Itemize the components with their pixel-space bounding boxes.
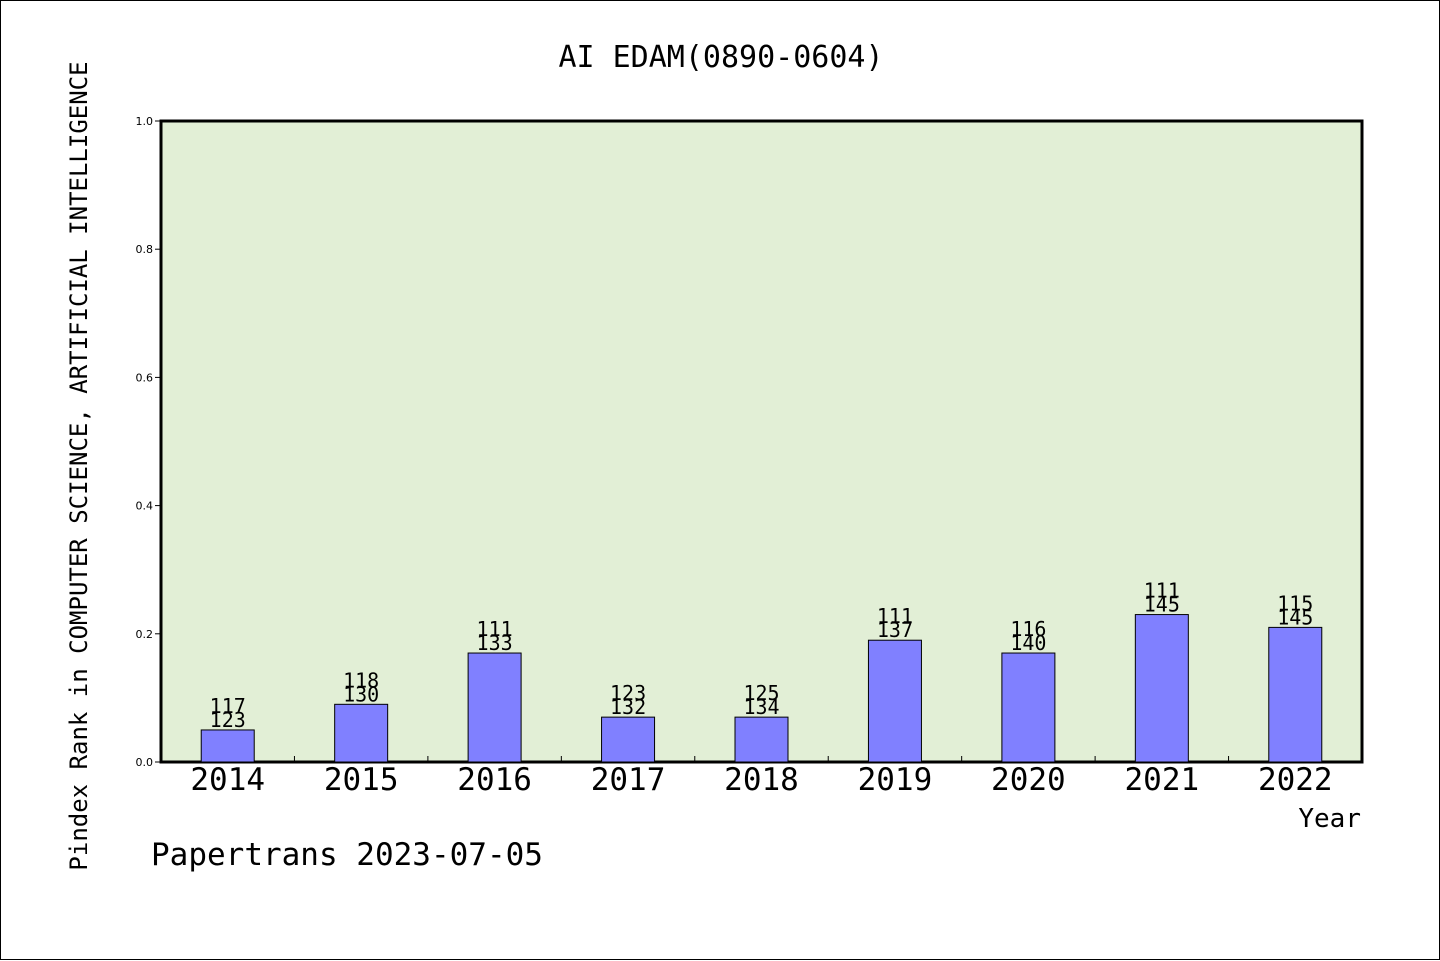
bar (200, 729, 255, 763)
x-tick-label: 2021 (1125, 762, 1200, 798)
bar-label-top: 118 (343, 668, 379, 692)
bar-label-bottom: 145 (1144, 593, 1180, 617)
bar-label-top: 115 (1277, 591, 1313, 615)
x-tick-label: 2022 (1258, 762, 1333, 798)
bar (334, 703, 389, 763)
bar (734, 716, 789, 763)
footer-credit: Papertrans 2023-07-05 (151, 837, 543, 873)
bar (1134, 614, 1189, 763)
bar-label-top: 111 (877, 604, 913, 628)
bar-label-bottom: 133 (477, 631, 513, 655)
bar-label-top: 111 (477, 617, 513, 641)
x-axis: 2014 2015 2016 2017 2018 2019 2020 2021 2022 (190, 756, 1333, 798)
bar-label-top: 123 (610, 681, 646, 705)
x-tick-label: 2020 (991, 762, 1066, 798)
bar-label-bottom: 137 (877, 618, 913, 642)
y-axis-label: Pindex Rank in COMPUTER SCIENCE, ARTIFIC… (65, 61, 93, 870)
x-tick-label: 2018 (724, 762, 799, 798)
bar-label-top: 117 (210, 694, 246, 718)
bar (467, 652, 522, 763)
bar-label-bottom: 134 (743, 695, 779, 719)
y-tick-label: 1.0 (136, 115, 154, 128)
bar (601, 716, 656, 763)
bar-label-bottom: 132 (610, 695, 646, 719)
bar-label-top: 125 (743, 681, 779, 705)
y-tick-label: 0.2 (136, 628, 154, 641)
bar-label-top: 111 (1144, 579, 1180, 603)
x-tick-label: 2019 (858, 762, 933, 798)
bar (1268, 626, 1323, 763)
y-tick-label: 0.4 (136, 500, 154, 513)
bar (867, 639, 922, 763)
x-tick-label: 2017 (591, 762, 666, 798)
x-tick-label: 2014 (190, 762, 265, 798)
bar-label-bottom: 130 (343, 682, 379, 706)
bar-label-top: 116 (1010, 617, 1046, 641)
bar-label-bottom: 140 (1010, 631, 1046, 655)
x-tick-label: 2016 (457, 762, 532, 798)
x-tick-label: 2015 (324, 762, 399, 798)
y-axis: 0.0 0.2 0.4 0.6 0.8 1.0 (136, 115, 161, 769)
y-tick-label: 0.0 (136, 756, 154, 769)
y-tick-label: 0.8 (136, 243, 154, 256)
bar-label-bottom: 145 (1277, 605, 1313, 629)
y-tick-label: 0.6 (136, 371, 154, 384)
bar-label-bottom: 123 (210, 708, 246, 732)
chart-title: AI EDAM(0890-0604) (558, 40, 883, 75)
bar (1001, 652, 1056, 763)
x-axis-label: Year (1298, 804, 1361, 834)
